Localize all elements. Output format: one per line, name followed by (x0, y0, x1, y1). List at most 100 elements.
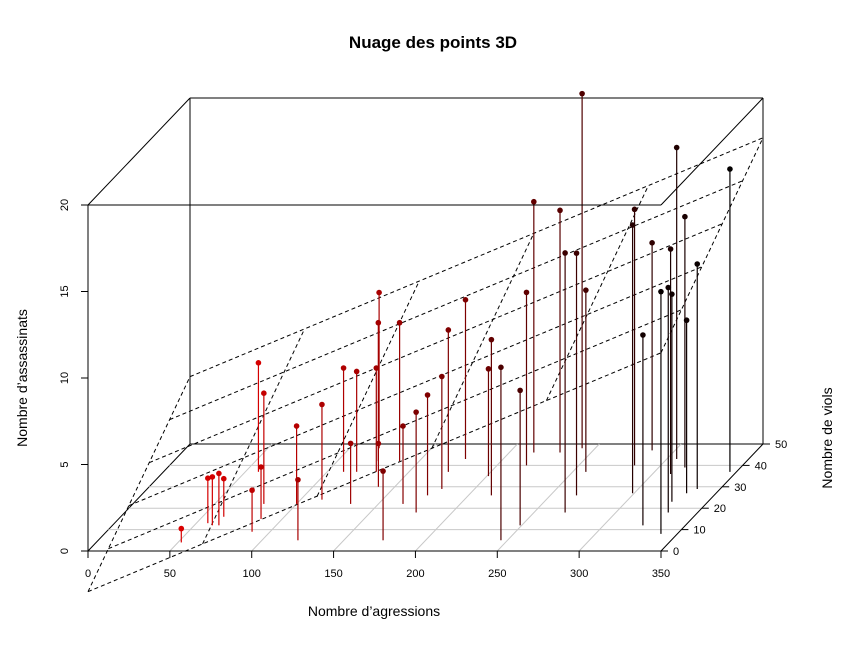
data-point (216, 470, 222, 477)
box-back-edges (87, 97, 764, 552)
z-tick-label: 15 (59, 285, 71, 297)
plane-line (660, 137, 764, 354)
data-point (319, 401, 325, 408)
data-point (255, 360, 262, 366)
data-point (261, 390, 267, 397)
grid-line-x (251, 443, 355, 552)
data-point (347, 440, 354, 447)
data-point (439, 373, 445, 380)
grid-line-x (496, 443, 600, 552)
data-point (667, 246, 674, 252)
data-point (640, 332, 646, 338)
data-point (340, 365, 347, 371)
data-point (353, 368, 360, 375)
data-point (220, 475, 227, 482)
data-point (396, 319, 403, 326)
plane-line (128, 266, 702, 507)
box-edge (87, 443, 191, 552)
box-edge (660, 97, 764, 206)
data-point (573, 250, 580, 256)
x-tick-label: 250 (488, 568, 506, 580)
x-tick-label: 150 (324, 568, 342, 580)
data-point (249, 487, 255, 494)
z-axis-label: Nombre d’assassinats (14, 309, 30, 447)
data-point (579, 90, 585, 97)
data-point (523, 289, 530, 296)
data-point (517, 387, 523, 394)
data-point (413, 409, 419, 415)
x-tick-label: 350 (652, 568, 670, 580)
data-point (375, 319, 382, 326)
data-point (445, 327, 452, 333)
y-tick-label: 40 (755, 460, 767, 472)
chart-title: Nuage des points 3D (349, 33, 517, 52)
plane-line (149, 223, 723, 464)
y-tick-label: 30 (734, 482, 746, 494)
regression-plane (87, 137, 764, 593)
plane-line (202, 328, 306, 545)
data-point (376, 289, 382, 296)
plane-line (189, 137, 764, 378)
data-point (727, 166, 733, 172)
data-point (373, 365, 380, 371)
data-point (375, 440, 382, 447)
z-tick-label: 5 (59, 461, 71, 467)
data-point (400, 423, 406, 429)
plane-line (87, 352, 662, 593)
x-tick-label: 0 (85, 568, 91, 580)
z-tick-label: 20 (59, 199, 71, 211)
y-tick-label: 0 (673, 546, 679, 558)
grid-line-x (578, 443, 682, 552)
box-edge (87, 97, 191, 206)
data-point (649, 240, 655, 246)
data-point (631, 206, 638, 213)
floor-grid (108, 443, 743, 552)
data-point (673, 144, 680, 151)
data-point (557, 207, 563, 214)
data-point (293, 423, 300, 429)
x-tick-label: 50 (164, 568, 176, 580)
data-point (424, 392, 431, 398)
plane-line (431, 233, 535, 449)
data-points (178, 90, 733, 532)
data-point (258, 464, 264, 470)
plane-line (316, 280, 420, 497)
data-point (562, 250, 568, 256)
data-point (462, 297, 469, 303)
data-point (683, 317, 690, 324)
x-tick-label: 100 (243, 568, 261, 580)
data-point (205, 475, 211, 482)
y-tick-label: 20 (714, 503, 726, 515)
plane-line (169, 180, 743, 421)
x-tick-label: 200 (406, 568, 424, 580)
plane-line (108, 309, 682, 550)
y-axis-label: Nombre de viols (819, 387, 835, 488)
x-axis-label: Nombre d’agressions (308, 603, 440, 619)
data-point (380, 468, 386, 474)
data-point (488, 336, 495, 343)
data-point (209, 474, 216, 480)
plane-line (87, 376, 191, 592)
z-tick-label: 0 (59, 548, 71, 554)
y-tick-label: 10 (693, 525, 705, 537)
data-point (665, 284, 672, 291)
data-point (629, 222, 636, 228)
data-point (485, 366, 492, 372)
y-tick-label: 50 (775, 439, 787, 451)
grid-line-x (333, 443, 436, 552)
data-point (694, 261, 701, 267)
data-point (178, 525, 185, 532)
z-tick-label: 10 (59, 372, 71, 384)
box-edge (660, 443, 764, 552)
plane-line (545, 185, 649, 401)
data-point (669, 291, 675, 297)
data-point (658, 288, 664, 295)
data-point (295, 476, 301, 483)
data-point (498, 364, 504, 371)
data-point (531, 198, 537, 205)
data-point (583, 287, 589, 293)
grid-line-x (169, 443, 273, 552)
